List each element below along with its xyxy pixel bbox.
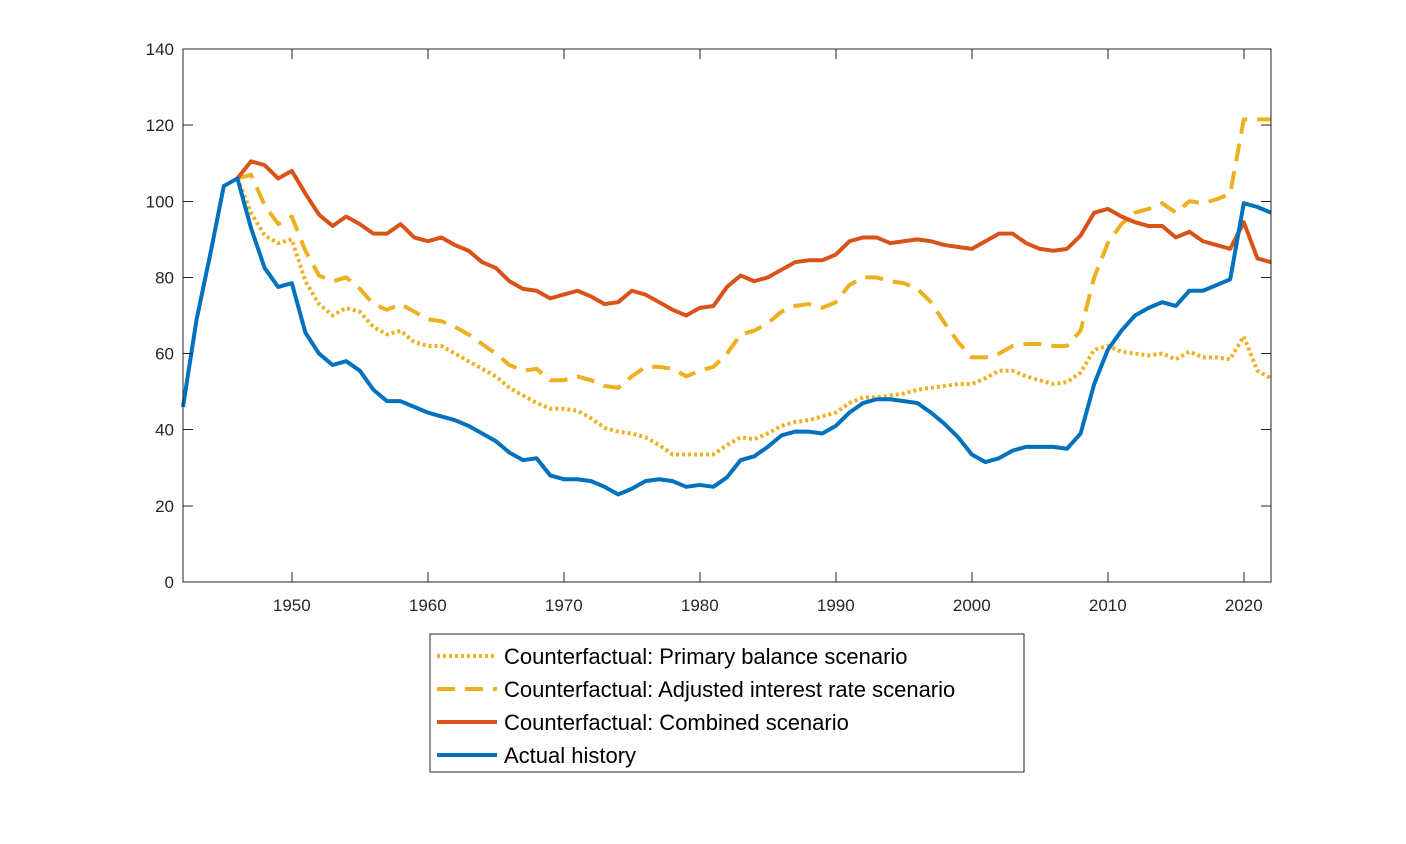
x-tick-label: 2000 — [953, 596, 991, 615]
y-tick-label: 100 — [146, 192, 174, 211]
y-tick-label: 120 — [146, 116, 174, 135]
legend-label-2: Counterfactual: Adjusted interest rate s… — [504, 677, 955, 702]
plot-area-background — [183, 49, 1271, 582]
legend-box — [429, 633, 1025, 773]
legend[interactable]: Counterfactual: Primary balance scenario… — [429, 633, 1025, 773]
series-line-2 — [236, 117, 1271, 390]
x-tick-label: 1990 — [817, 596, 855, 615]
series-line-4 — [181, 176, 1272, 497]
y-tick-label: 60 — [155, 345, 174, 364]
x-tick-label: 1980 — [681, 596, 719, 615]
series-layer — [181, 117, 1272, 497]
x-tick-label: 2010 — [1089, 596, 1127, 615]
plot-area-frame — [182, 48, 1272, 583]
x-tick-label: 1960 — [409, 596, 447, 615]
legend-label-1: Counterfactual: Primary balance scenario — [504, 644, 908, 669]
x-tick-label: 1970 — [545, 596, 583, 615]
y-tick-label: 0 — [165, 573, 174, 592]
y-tick-label: 140 — [146, 40, 174, 59]
y-tick-label: 40 — [155, 421, 174, 440]
x-axis: 1950 1960 1970 1980 1990 2000 2010 2020 — [273, 49, 1263, 615]
y-axis: 0 20 40 60 80 100 120 140 — [146, 40, 1271, 592]
legend-entries: Counterfactual: Primary balance scenario… — [437, 644, 955, 768]
x-tick-label: 1950 — [273, 596, 311, 615]
y-tick-label: 80 — [155, 268, 174, 287]
series-line-3 — [235, 159, 1272, 318]
y-tick-label: 20 — [155, 497, 174, 516]
legend-label-4: Actual history — [504, 743, 636, 768]
legend-label-3: Counterfactual: Combined scenario — [504, 710, 849, 735]
x-tick-label: 2020 — [1225, 596, 1263, 615]
